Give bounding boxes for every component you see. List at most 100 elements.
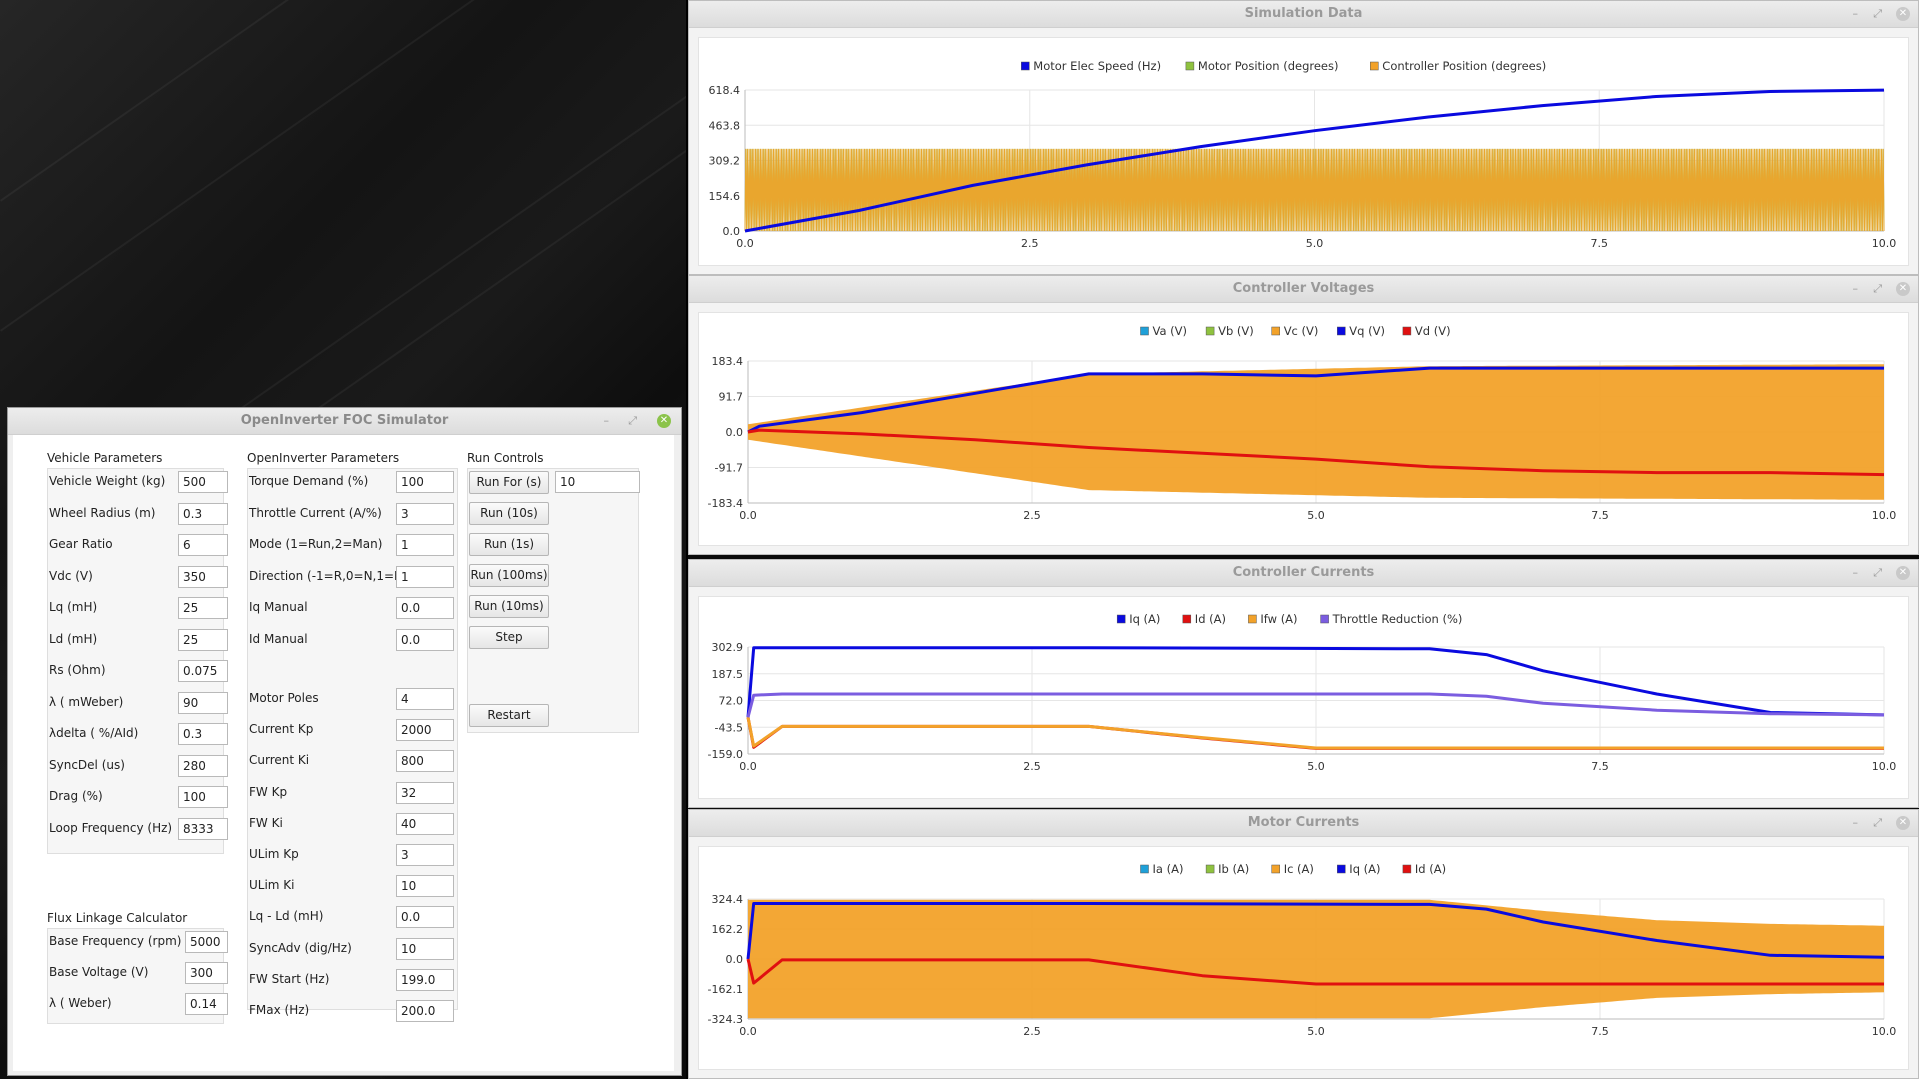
restore-icon[interactable]: ⤢ xyxy=(1873,7,1882,20)
flux-param-label: λ ( Weber) xyxy=(49,996,112,1010)
y-tick-label: 0.0 xyxy=(726,426,744,439)
close-icon[interactable]: ✕ xyxy=(1896,816,1910,830)
motor-currents-chart[interactable]: 0.0 2.5 5.0 7.5 10.0 324.4 162.2 0.0 -162.1 -324.… xyxy=(699,847,1910,1071)
flux-param-input[interactable] xyxy=(185,931,228,953)
y-tick-label: 154.6 xyxy=(709,190,741,203)
chart-area: 0.0 2.5 5.0 7.5 10.0 618.4 463.8 309.2 154.6 0.0 M… xyxy=(698,37,1909,266)
restore-icon[interactable]: ⤢ xyxy=(628,414,637,427)
y-tick-label: -162.1 xyxy=(708,983,743,996)
run-10s-button[interactable]: Run (10s) xyxy=(469,502,549,525)
controller-currents-titlebar[interactable]: Controller Currents – ⤢ ✕ xyxy=(689,560,1918,587)
vehicle-param-input[interactable] xyxy=(178,597,228,619)
series-line xyxy=(746,716,1884,750)
inverter-param-input[interactable] xyxy=(396,688,454,710)
vehicle-param-label: λ ( mWeber) xyxy=(49,694,124,709)
inverter-param-label: Direction (-1=R,0=N,1=F) xyxy=(249,568,406,583)
restart-button[interactable]: Restart xyxy=(469,704,549,727)
x-tick-label: 0.0 xyxy=(739,1025,757,1038)
simulator-titlebar[interactable]: OpenInverter FOC Simulator – ⤢ ✕ xyxy=(8,408,681,435)
x-tick-label: 0.0 xyxy=(739,509,757,522)
inverter-param-input[interactable] xyxy=(396,719,454,742)
simulation-data-titlebar[interactable]: Simulation Data – ⤢ ✕ xyxy=(689,1,1918,28)
inverter-param-label: Iq Manual xyxy=(249,600,308,614)
legend-swatch xyxy=(1185,61,1195,71)
legend-swatch xyxy=(1248,614,1257,624)
window-title: Controller Currents xyxy=(1232,565,1375,580)
y-tick-label: 162.2 xyxy=(712,923,744,936)
inverter-param-label: FMax (Hz) xyxy=(249,1003,310,1017)
inverter-param-input[interactable] xyxy=(396,1000,454,1022)
inverter-param-input[interactable] xyxy=(396,781,454,804)
vehicle-param-input[interactable] xyxy=(178,817,228,840)
vehicle-param-label: Drag (%) xyxy=(49,789,103,803)
simulation-data-window: Simulation Data – ⤢ ✕ 0.0 2.5 5.0 7.5 10.0 61… xyxy=(688,0,1919,275)
vehicle-param-input[interactable] xyxy=(178,723,228,745)
inverter-param-input[interactable] xyxy=(396,565,454,588)
vehicle-param-input[interactable] xyxy=(178,471,228,493)
y-tick-label: -324.3 xyxy=(708,1013,743,1026)
inverter-param-input[interactable] xyxy=(396,471,454,493)
run-1s-button[interactable]: Run (1s) xyxy=(469,533,549,556)
motor-currents-titlebar[interactable]: Motor Currents – ⤢ ✕ xyxy=(689,810,1918,837)
legend-swatch xyxy=(1271,864,1280,874)
legend-swatch xyxy=(1205,864,1215,874)
inverter-param-input[interactable] xyxy=(396,906,454,929)
inverter-param-input[interactable] xyxy=(396,502,454,525)
vehicle-param-input[interactable] xyxy=(178,565,228,588)
inverter-param-label: Throttle Current (A/%) xyxy=(249,505,382,520)
minimize-icon[interactable]: – xyxy=(1852,816,1859,829)
flux-param-label: Base Voltage (V) xyxy=(49,965,149,979)
run-100ms-button[interactable]: Run (100ms) xyxy=(469,564,549,587)
inverter-param-input[interactable] xyxy=(396,844,454,866)
screen-divider xyxy=(686,0,688,1079)
inverter-param-input[interactable] xyxy=(396,968,454,991)
vehicle-param-input[interactable] xyxy=(178,502,228,525)
inverter-param-input[interactable] xyxy=(396,597,454,619)
legend-swatch xyxy=(1116,614,1126,624)
vehicle-param-input[interactable] xyxy=(178,754,228,777)
inverter-param-input[interactable] xyxy=(396,812,454,835)
series-band xyxy=(748,364,1884,500)
controller-voltages-chart[interactable]: 0.0 2.5 5.0 7.5 10.0 183.4 91.7 0.0 -91.7 -183.4 V… xyxy=(699,313,1910,547)
close-icon[interactable]: ✕ xyxy=(1896,566,1910,580)
run-for-button[interactable]: Run For (s) xyxy=(469,471,549,494)
inverter-param-label: FW Kp xyxy=(249,784,288,799)
flux-param-input[interactable] xyxy=(185,962,228,984)
inverter-param-input[interactable] xyxy=(396,937,454,960)
restore-icon[interactable]: ⤢ xyxy=(1873,566,1882,579)
restore-icon[interactable]: ⤢ xyxy=(1873,282,1882,295)
inverter-param-label: FW Ki xyxy=(249,815,283,830)
minimize-icon[interactable]: – xyxy=(1852,7,1859,20)
inverter-param-input[interactable] xyxy=(396,875,454,898)
inverter-param-input[interactable] xyxy=(396,628,454,651)
legend-label: Motor Position (degrees) xyxy=(1198,59,1339,73)
controller-currents-chart[interactable]: 0.0 2.5 5.0 7.5 10.0 302.9 187.5 72.0 -43.5 -159.… xyxy=(699,597,1910,800)
vehicle-param-label: Wheel Radius (m) xyxy=(49,505,156,520)
vehicle-param-input[interactable] xyxy=(178,691,228,714)
flux-param-input[interactable] xyxy=(185,993,228,1015)
controller-voltages-titlebar[interactable]: Controller Voltages – ⤢ ✕ xyxy=(689,276,1918,303)
restore-icon[interactable]: ⤢ xyxy=(1873,816,1882,829)
vehicle-parameters-title: Vehicle Parameters xyxy=(47,451,163,465)
series-line xyxy=(747,428,1885,477)
vehicle-param-input[interactable] xyxy=(178,628,228,651)
close-icon[interactable]: ✕ xyxy=(657,414,671,428)
close-icon[interactable]: ✕ xyxy=(1896,7,1910,21)
minimize-icon[interactable]: – xyxy=(1852,566,1859,579)
window-title: Controller Voltages xyxy=(1232,281,1375,296)
minimize-icon[interactable]: – xyxy=(1852,282,1859,295)
vehicle-param-input[interactable] xyxy=(178,786,228,808)
vehicle-param-input[interactable] xyxy=(178,534,228,556)
legend-label: Throttle Reduction (%) xyxy=(1332,612,1463,626)
step-button[interactable]: Step xyxy=(469,626,549,649)
vehicle-param-input[interactable] xyxy=(178,660,228,682)
simulation-data-chart[interactable]: 0.0 2.5 5.0 7.5 10.0 618.4 463.8 309.2 154.6 0.0 M… xyxy=(699,38,1910,267)
run-10ms-button[interactable]: Run (10ms) xyxy=(469,595,549,618)
x-tick-label: 2.5 xyxy=(1023,760,1041,773)
run-for-input[interactable] xyxy=(555,471,640,493)
inverter-param-input[interactable] xyxy=(396,534,454,556)
legend-label: Ifw (A) xyxy=(1260,612,1297,626)
minimize-icon[interactable]: – xyxy=(603,414,610,427)
inverter-param-input[interactable] xyxy=(396,750,454,773)
close-icon[interactable]: ✕ xyxy=(1896,282,1910,296)
